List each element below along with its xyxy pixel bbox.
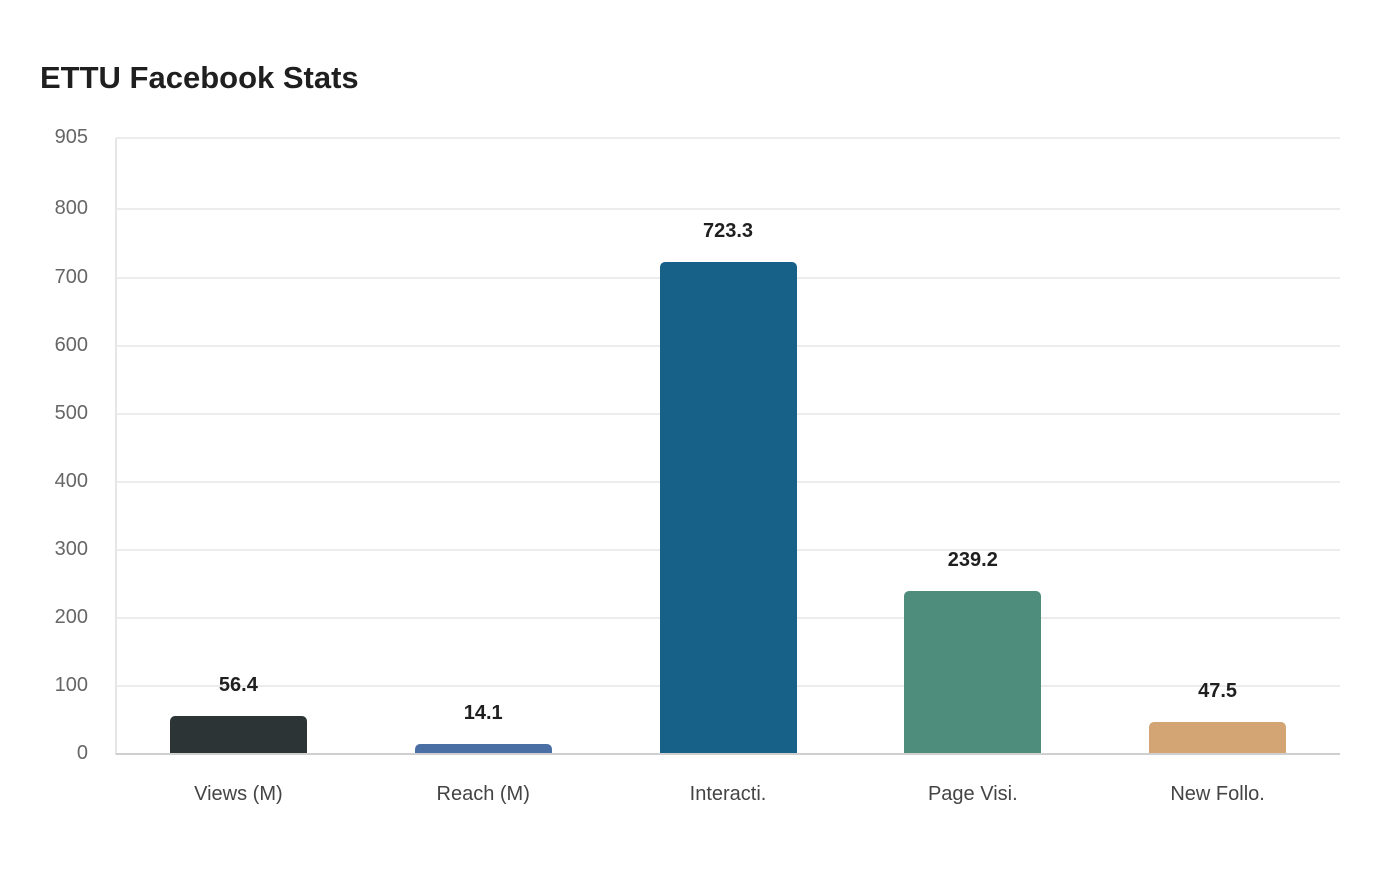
y-tick-label: 100 xyxy=(54,673,88,696)
y-axis-line xyxy=(115,138,117,755)
y-tick-label: 0 xyxy=(76,742,88,764)
x-tick-label: Reach (M) xyxy=(436,783,530,805)
gridline xyxy=(116,208,1340,211)
x-tick-label: New Follo. xyxy=(1170,783,1265,805)
x-tick-label: Interacti. xyxy=(689,783,767,805)
bar-value-label: 239.2 xyxy=(947,549,998,572)
y-tick-label: 700 xyxy=(54,265,88,288)
bar-value-label: 14.1 xyxy=(463,702,503,725)
bar[interactable] xyxy=(414,744,552,754)
chart-title: ETTU Facebook Stats xyxy=(40,60,359,95)
bar[interactable] xyxy=(659,261,797,754)
bar-value-label: 47.5 xyxy=(1198,679,1238,702)
y-tick-label: 400 xyxy=(54,469,88,492)
x-axis-line xyxy=(116,753,1340,755)
y-tick-label: 200 xyxy=(54,605,88,628)
y-tick-label: 600 xyxy=(54,333,88,356)
y-tick-label: 500 xyxy=(54,401,88,424)
y-tick-label: 800 xyxy=(54,197,88,220)
x-tick-label: Page Visi. xyxy=(927,783,1018,805)
y-tick-label: 905 xyxy=(54,126,88,148)
gridline xyxy=(116,137,1340,139)
bar[interactable] xyxy=(169,715,307,754)
y-tick-label: 300 xyxy=(54,537,88,560)
x-tick-label: Views (M) xyxy=(194,783,283,805)
bar[interactable] xyxy=(904,591,1042,754)
bar-value-label: 56.4 xyxy=(218,673,258,696)
bar[interactable] xyxy=(1149,721,1287,754)
bar-value-label: 723.3 xyxy=(702,219,754,242)
